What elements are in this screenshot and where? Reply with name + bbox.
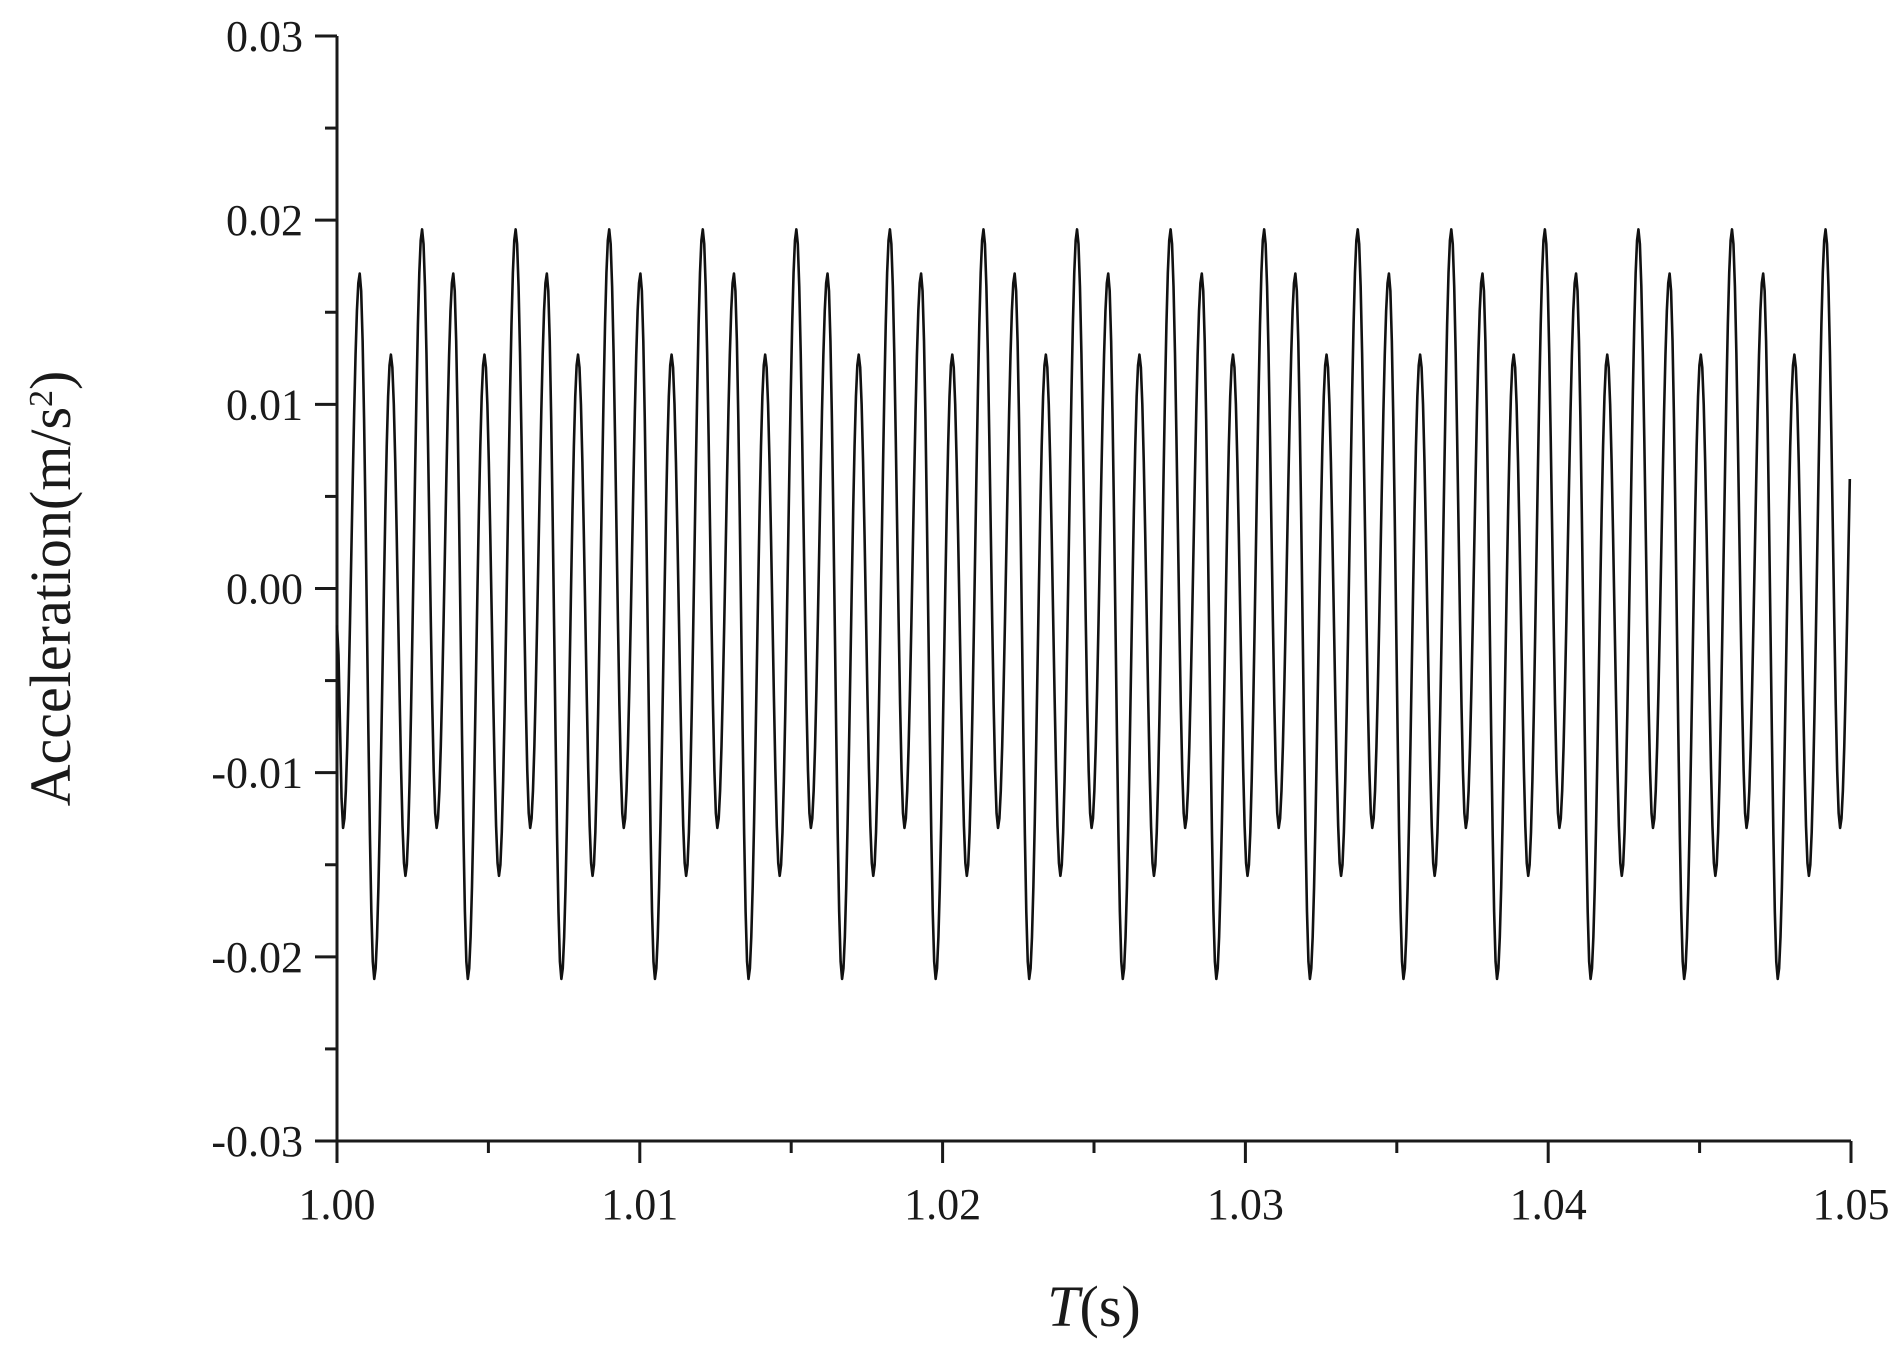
y-tick-label: 0.01: [226, 380, 303, 429]
y-tick-label: 0.02: [226, 196, 303, 245]
x-axis-ticks: 1.00 1.01 1.02 1.03 1.04 1.05: [299, 1141, 1890, 1229]
x-tick-label: 1.05: [1813, 1180, 1890, 1229]
x-axis-title: T(s): [1047, 1274, 1140, 1339]
x-tick-label: 1.00: [299, 1180, 376, 1229]
x-axis-title-symbol: T: [1047, 1274, 1083, 1339]
y-tick-label: -0.02: [211, 933, 303, 982]
x-tick-label: 1.04: [1510, 1180, 1587, 1229]
x-tick-label: 1.02: [904, 1180, 981, 1229]
series-layer: [335, 228, 1852, 981]
x-axis-title-unit: (s): [1080, 1274, 1141, 1339]
x-tick-label: 1.01: [601, 1180, 678, 1229]
axes: [335, 36, 1851, 1143]
y-axis-title: Acceleration(m/s2): [18, 371, 83, 807]
y-axis-title-close: ): [18, 371, 83, 390]
y-axis-title-main: Acceleration(m/s: [18, 407, 83, 806]
y-axis-ticks: 0.03 0.02 0.01 0.00 -0.01 -0.02 -0.03: [211, 12, 337, 1166]
y-axis-title-superscript: 2: [23, 390, 60, 407]
acceleration-series-line: [335, 228, 1852, 981]
y-tick-label: 0.03: [226, 12, 303, 61]
y-tick-label: -0.03: [211, 1117, 303, 1166]
x-tick-label: 1.03: [1207, 1180, 1284, 1229]
y-tick-label: -0.01: [211, 749, 303, 798]
y-tick-label: 0.00: [226, 565, 303, 614]
